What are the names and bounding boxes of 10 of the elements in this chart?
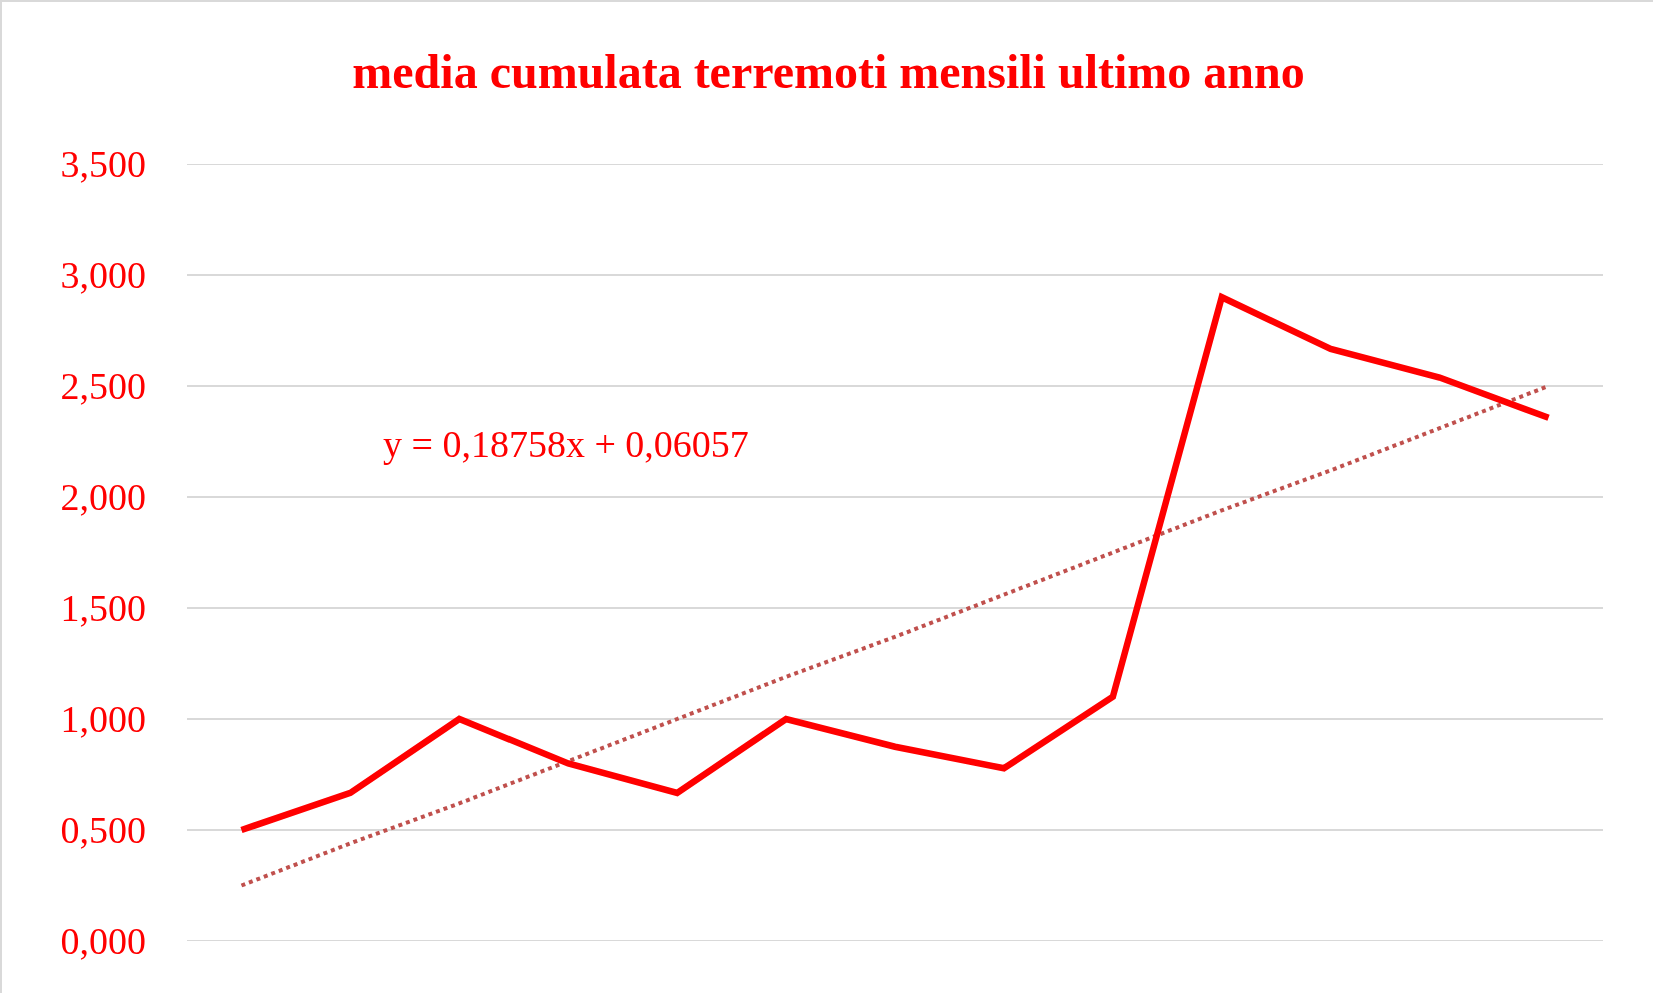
y-tick-label: 1,000	[60, 698, 146, 741]
y-tick-label: 0,500	[60, 809, 146, 852]
y-tick-label: 2,000	[60, 476, 146, 519]
chart-title: media cumulata terremoti mensili ultimo anno	[352, 45, 1305, 99]
y-tick-label: 1,500	[60, 587, 146, 630]
y-tick-label: 3,500	[60, 143, 146, 186]
y-tick-label: 3,000	[60, 254, 146, 297]
y-tick-label: 2,500	[60, 365, 146, 408]
y-tick-label: 0,000	[60, 920, 146, 963]
annotation: y = 0,18758x + 0,06057	[383, 423, 749, 465]
